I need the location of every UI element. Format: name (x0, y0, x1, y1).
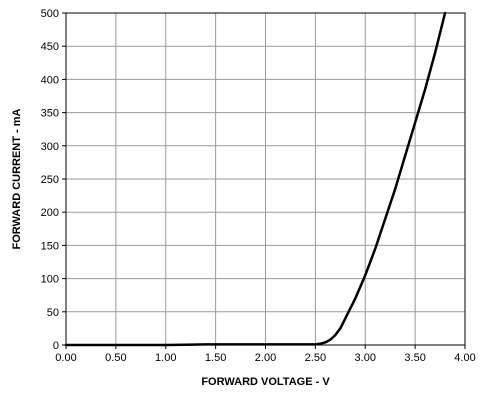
y-axis-ticks (62, 12, 66, 346)
x-axis-tick-labels: 0.00 0.50 1.00 1.50 2.00 2.50 3.00 3.50 4.00 (55, 352, 475, 364)
y-axis-tick-labels: 0 50 100 150 200 250 300 350 400 450 500 (41, 8, 59, 352)
x-tick-label: 1.50 (205, 352, 226, 364)
y-tick-label: 450 (41, 41, 59, 53)
x-tick-label: 0.00 (55, 352, 76, 364)
y-tick-label: 350 (41, 108, 59, 120)
y-tick-label: 250 (41, 174, 59, 186)
x-tick-label: 3.50 (404, 352, 425, 364)
x-tick-label: 0.50 (105, 352, 126, 364)
series-line (64, 11, 447, 347)
x-axis-label: FORWARD VOLTAGE - V (201, 376, 330, 388)
y-tick-label: 400 (41, 74, 59, 86)
y-tick-label: 50 (47, 307, 59, 319)
y-tick-label: 100 (41, 274, 59, 286)
x-tick-label: 3.00 (355, 352, 376, 364)
x-tick-label: 2.00 (255, 352, 276, 364)
y-tick-label: 200 (41, 207, 59, 219)
x-tick-label: 2.50 (305, 352, 326, 364)
y-tick-label: 150 (41, 240, 59, 252)
x-tick-label: 1.00 (155, 352, 176, 364)
x-tick-label: 4.00 (454, 352, 475, 364)
y-tick-label: 500 (41, 8, 59, 20)
y-tick-label: 300 (41, 141, 59, 153)
y-axis-label: FORWARD CURRENT - mA (11, 108, 23, 249)
y-tick-label: 0 (53, 340, 59, 352)
grid (66, 13, 465, 345)
